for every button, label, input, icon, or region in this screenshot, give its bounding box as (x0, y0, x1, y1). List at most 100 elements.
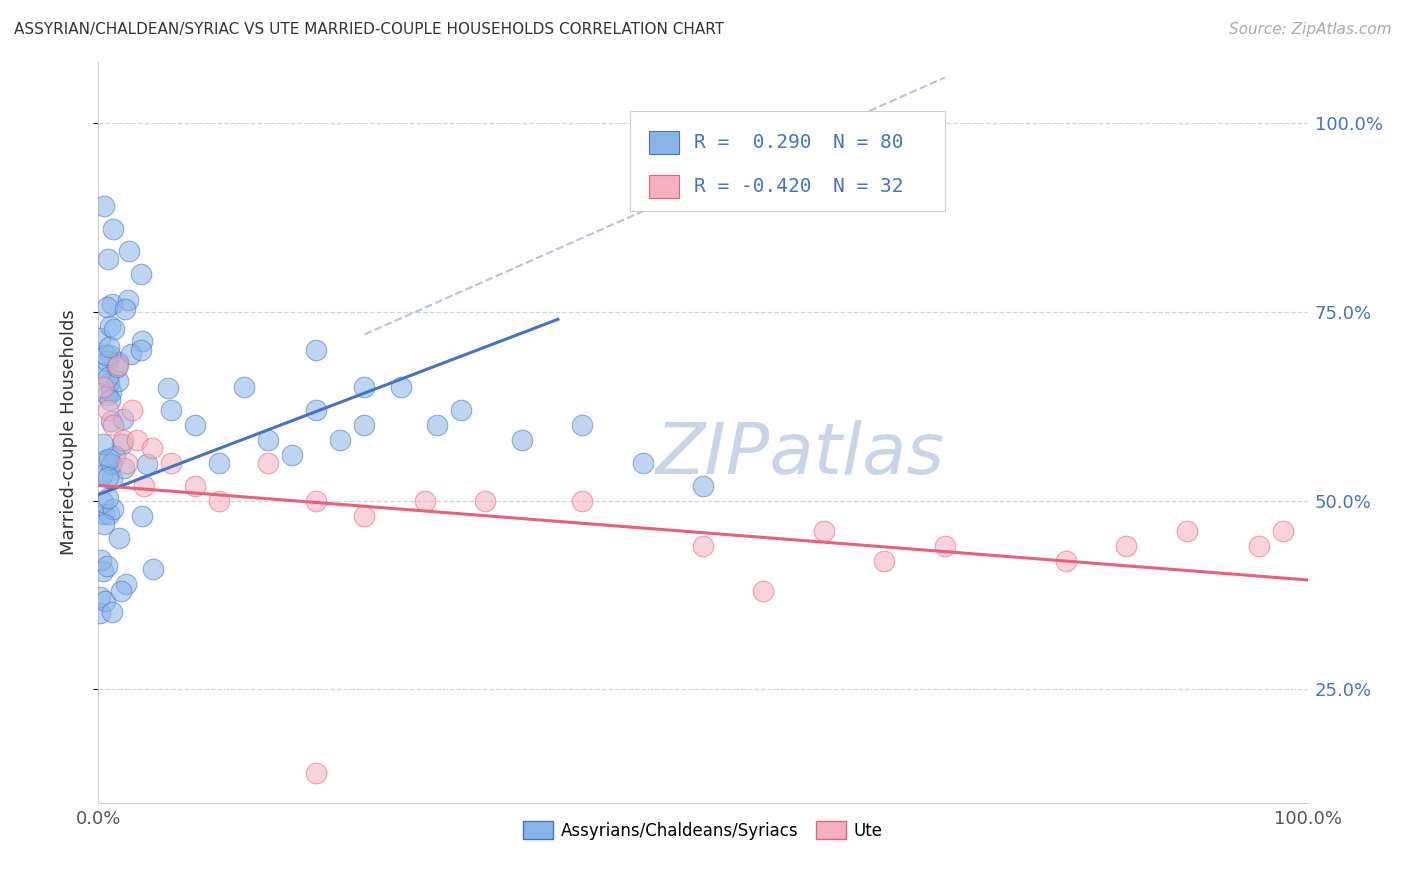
Point (208, 493, 231, 508)
Point (450, 403, 472, 417)
Point (305, 765, 328, 780)
Point (101, 472, 124, 486)
Point (89, 607, 111, 621)
Point (117, 456, 139, 470)
Point (96, 387, 118, 401)
Point (96, 348, 118, 362)
Point (131, 343, 153, 357)
Point (631, 456, 654, 470)
Point (98, 452, 121, 467)
Point (110, 584, 132, 599)
Point (115, 577, 138, 591)
Point (413, 493, 436, 508)
Point (256, 456, 278, 470)
Point (571, 493, 593, 508)
Point (100, 414, 122, 428)
Point (571, 418, 593, 433)
Point (426, 418, 449, 433)
Point (256, 433, 278, 447)
Text: ZIPatlas: ZIPatlas (655, 420, 945, 490)
Point (160, 403, 183, 417)
Point (208, 456, 231, 470)
Point (1175, 524, 1198, 538)
Point (329, 433, 352, 447)
Point (160, 456, 183, 470)
Point (112, 461, 135, 475)
Point (89, 331, 111, 345)
Point (93, 453, 115, 467)
Point (934, 539, 956, 553)
Point (104, 449, 127, 463)
Point (873, 554, 896, 568)
FancyBboxPatch shape (648, 131, 679, 153)
Point (91, 380, 114, 394)
Point (93, 517, 115, 532)
Point (1115, 539, 1137, 553)
Point (89, 366, 111, 380)
Point (97, 470, 120, 484)
Point (111, 436, 134, 450)
Point (101, 501, 124, 516)
Point (98, 507, 121, 521)
Point (353, 418, 375, 433)
Point (96, 300, 118, 314)
Point (98, 348, 121, 362)
Point (97, 252, 120, 266)
Point (281, 448, 304, 462)
Point (232, 380, 254, 394)
Point (97, 403, 120, 417)
Point (141, 441, 163, 455)
Point (103, 322, 125, 336)
Point (305, 403, 328, 417)
Point (91, 468, 114, 483)
Point (108, 531, 131, 545)
Point (510, 433, 533, 447)
Point (97, 370, 120, 384)
Point (353, 508, 375, 523)
Point (98, 318, 121, 333)
FancyBboxPatch shape (630, 111, 945, 211)
Point (120, 347, 142, 361)
Point (96, 559, 118, 574)
Point (114, 301, 136, 316)
Point (692, 539, 714, 553)
Point (94, 593, 117, 607)
Point (101, 418, 124, 433)
Point (1249, 539, 1271, 553)
Point (305, 343, 328, 357)
Point (97, 491, 120, 505)
Point (142, 562, 165, 576)
Text: Source: ZipAtlas.com: Source: ZipAtlas.com (1229, 22, 1392, 37)
Point (100, 385, 122, 400)
Point (134, 478, 156, 492)
Point (1054, 554, 1077, 568)
Y-axis label: Married-couple Households: Married-couple Households (59, 310, 77, 556)
Point (101, 221, 124, 235)
Point (107, 355, 129, 369)
Point (100, 458, 122, 472)
Text: N = 32: N = 32 (832, 177, 904, 196)
Text: ASSYRIAN/CHALDEAN/SYRIAC VS UTE MARRIED-COUPLE HOUSEHOLDS CORRELATION CHART: ASSYRIAN/CHALDEAN/SYRIAC VS UTE MARRIED-… (14, 22, 724, 37)
Point (389, 380, 412, 394)
Point (101, 296, 124, 310)
Point (184, 418, 207, 433)
Point (692, 478, 714, 492)
Point (131, 334, 153, 348)
Point (127, 433, 149, 447)
Point (91, 495, 114, 509)
Point (101, 605, 124, 619)
Point (131, 509, 153, 524)
Point (1272, 524, 1295, 538)
Point (305, 493, 328, 508)
Point (474, 493, 496, 508)
FancyBboxPatch shape (648, 176, 679, 197)
Point (97, 340, 120, 354)
Point (96, 354, 118, 368)
Text: N = 80: N = 80 (832, 133, 904, 152)
Point (353, 380, 375, 394)
Point (107, 358, 129, 372)
Point (184, 478, 207, 492)
Point (118, 244, 141, 259)
Text: R = -0.420: R = -0.420 (695, 177, 811, 196)
Point (93, 507, 115, 521)
